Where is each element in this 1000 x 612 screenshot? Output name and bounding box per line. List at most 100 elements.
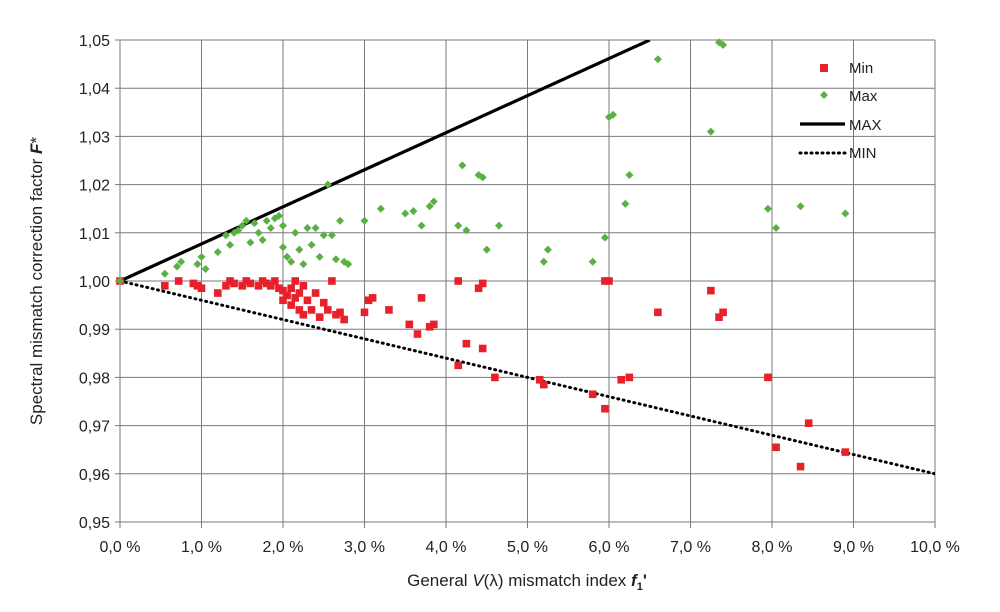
point-max — [588, 257, 597, 266]
point-max — [197, 252, 206, 261]
data-points — [116, 38, 850, 471]
point-max — [763, 204, 772, 213]
point-min — [429, 320, 438, 329]
point-min — [230, 279, 238, 288]
point-min — [425, 322, 434, 331]
point-min — [841, 448, 850, 456]
point-max — [621, 199, 630, 208]
point-max — [283, 252, 292, 261]
point-min — [275, 284, 283, 293]
x-axis-title-paren: (λ) — [484, 571, 504, 590]
line-min — [120, 279, 935, 476]
point-max — [295, 245, 304, 254]
point-min — [319, 298, 328, 307]
x-axis-title-sym: f — [631, 571, 639, 590]
point-min — [413, 330, 422, 338]
point-max — [221, 231, 230, 240]
point-min — [242, 277, 251, 285]
legend-min-line-label: MIN — [849, 145, 877, 162]
point-min — [707, 286, 715, 295]
y-axis-title: Spectral mismatch correction factor F* — [27, 137, 46, 426]
point-min — [715, 313, 723, 321]
point-min — [287, 301, 295, 309]
x-tick-label: 3,0 % — [344, 539, 385, 556]
point-min — [238, 282, 247, 290]
point-max — [262, 216, 271, 225]
point-max — [425, 202, 434, 211]
point-max — [287, 257, 296, 266]
point-min — [385, 306, 393, 314]
point-max — [719, 40, 728, 49]
point-max — [482, 245, 491, 254]
point-max — [409, 207, 418, 216]
point-max — [653, 55, 662, 64]
point-min — [303, 296, 312, 305]
point-min — [405, 320, 414, 329]
point-max — [458, 161, 467, 170]
point-min — [226, 277, 234, 285]
y-tick-label: 1,05 — [79, 33, 110, 50]
y-tick-label: 1,00 — [79, 274, 110, 291]
point-min — [474, 284, 483, 293]
point-max — [246, 238, 255, 247]
y-tick-label: 0,97 — [79, 419, 110, 436]
point-max — [250, 219, 259, 228]
y-tick-label: 1,01 — [79, 226, 110, 243]
point-min — [295, 289, 304, 297]
point-max — [116, 277, 124, 285]
point-max — [311, 223, 320, 232]
x-axis-title-post: mismatch index — [503, 571, 631, 590]
point-min — [283, 291, 291, 300]
point-max — [258, 236, 267, 245]
x-tick-label: 5,0 % — [507, 539, 548, 556]
point-min — [796, 462, 805, 471]
y-tick-label: 0,95 — [79, 515, 110, 532]
x-tick-label: 10,0 % — [910, 539, 960, 556]
y-tick-label: 1,02 — [79, 178, 110, 195]
point-max — [625, 170, 634, 179]
point-min — [601, 404, 609, 413]
point-max — [331, 255, 340, 264]
point-max — [543, 245, 552, 254]
point-min — [299, 310, 308, 319]
tick-labels: 0,95 0,96 0,97 0,98 0,99 1,00 1,01 1,02 1,03 1,04… — [79, 33, 960, 556]
x-axis-title-sub: 1 — [637, 581, 643, 593]
y-tick-label: 0,99 — [79, 322, 110, 339]
point-max — [315, 252, 324, 261]
point-max — [609, 110, 618, 119]
x-tick-label: 6,0 % — [589, 539, 630, 556]
y-tick-label: 1,03 — [79, 129, 110, 146]
legend: Min Max MAX MIN — [798, 60, 882, 162]
point-min — [364, 296, 373, 305]
point-max — [303, 223, 312, 232]
point-max — [772, 223, 781, 232]
point-min — [336, 308, 344, 317]
point-max — [841, 209, 850, 218]
point-min — [266, 282, 275, 290]
point-max — [173, 262, 182, 271]
point-max — [796, 202, 805, 211]
point-max — [254, 228, 263, 237]
point-min — [478, 279, 487, 288]
point-max — [360, 216, 369, 225]
point-min — [454, 361, 463, 370]
point-max — [279, 243, 287, 252]
point-max — [600, 233, 609, 242]
point-min — [161, 282, 169, 290]
x-axis-title: General V(λ) mismatch index f1' — [407, 571, 647, 593]
point-min — [605, 277, 613, 285]
point-max — [160, 269, 169, 278]
point-min — [324, 306, 332, 314]
point-min — [279, 296, 287, 305]
y-axis-title-sym: F — [27, 143, 46, 154]
point-max — [323, 180, 332, 189]
point-max — [478, 173, 487, 182]
point-max — [539, 257, 548, 266]
point-min — [291, 277, 300, 285]
legend-max-label: Max — [849, 88, 878, 105]
point-max — [706, 127, 715, 136]
y-tick-label: 1,04 — [79, 81, 110, 98]
point-max — [213, 248, 222, 257]
point-min — [491, 373, 499, 382]
point-min — [262, 279, 271, 288]
